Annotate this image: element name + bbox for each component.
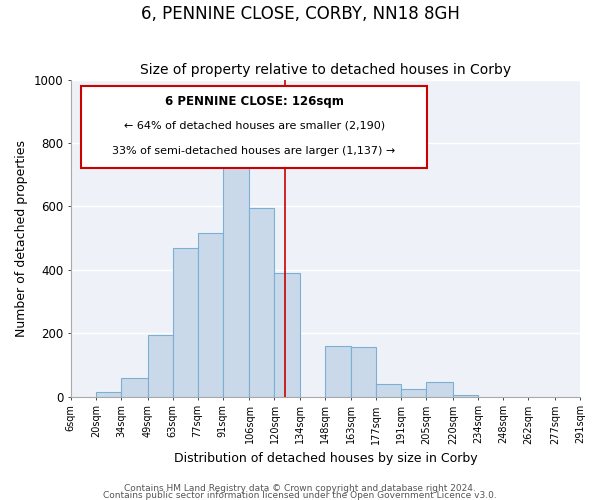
FancyBboxPatch shape: [81, 86, 427, 168]
Bar: [401, 388, 427, 396]
Bar: [197, 234, 223, 396]
Text: 6, PENNINE CLOSE, CORBY, NN18 8GH: 6, PENNINE CLOSE, CORBY, NN18 8GH: [140, 5, 460, 23]
X-axis label: Distribution of detached houses by size in Corby: Distribution of detached houses by size …: [173, 452, 477, 465]
Bar: [376, 384, 401, 396]
Bar: [223, 157, 250, 396]
Bar: [325, 346, 352, 397]
Text: Contains public sector information licensed under the Open Government Licence v3: Contains public sector information licen…: [103, 490, 497, 500]
Bar: [453, 395, 478, 396]
Bar: [250, 208, 274, 396]
Bar: [173, 248, 197, 396]
Bar: [121, 378, 148, 396]
Bar: [274, 273, 299, 396]
Text: Contains HM Land Registry data © Crown copyright and database right 2024.: Contains HM Land Registry data © Crown c…: [124, 484, 476, 493]
Bar: [148, 334, 173, 396]
Bar: [352, 348, 376, 397]
Bar: [427, 382, 453, 396]
Title: Size of property relative to detached houses in Corby: Size of property relative to detached ho…: [140, 63, 511, 77]
Y-axis label: Number of detached properties: Number of detached properties: [15, 140, 28, 336]
Bar: [96, 392, 121, 396]
Text: ← 64% of detached houses are smaller (2,190): ← 64% of detached houses are smaller (2,…: [124, 121, 385, 131]
Text: 33% of semi-detached houses are larger (1,137) →: 33% of semi-detached houses are larger (…: [112, 146, 396, 156]
Text: 6 PENNINE CLOSE: 126sqm: 6 PENNINE CLOSE: 126sqm: [164, 96, 344, 108]
